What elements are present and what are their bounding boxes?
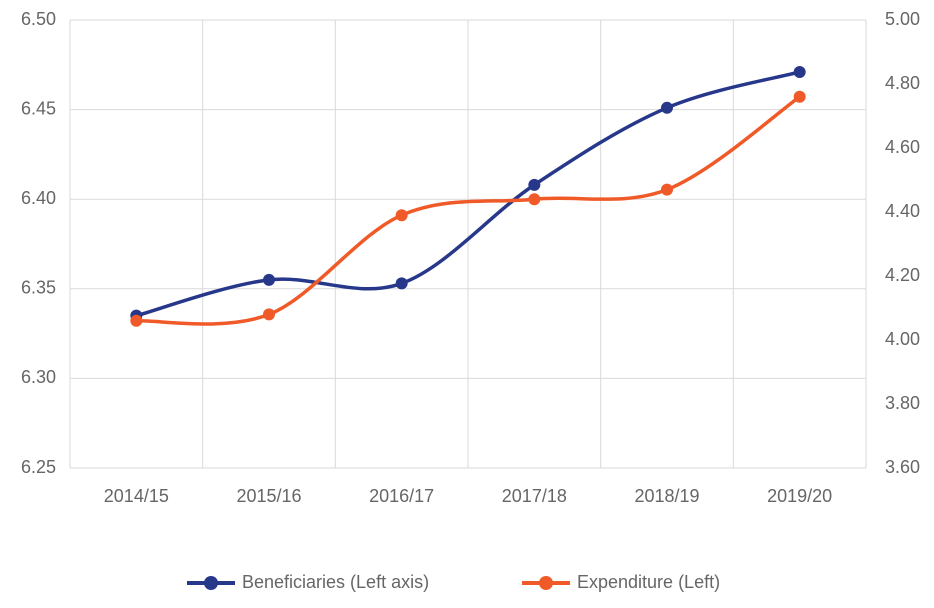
y2-tick-label: 3.60 — [885, 457, 920, 477]
x-tick-label: 2016/17 — [369, 486, 434, 506]
data-point — [395, 209, 408, 222]
y2-tick-label: 4.60 — [885, 137, 920, 157]
data-point — [793, 65, 806, 78]
x-tick-label: 2014/15 — [104, 486, 169, 506]
y-tick-label: 6.45 — [21, 98, 56, 118]
x-tick-label: 2017/18 — [502, 486, 567, 506]
data-point — [661, 101, 673, 114]
y2-tick-label: 4.80 — [885, 73, 920, 93]
data-point — [395, 277, 408, 290]
y2-tick-label: 4.40 — [885, 201, 920, 221]
series-line — [134, 70, 802, 318]
x-tick-label: 2015/16 — [236, 486, 301, 506]
legend-label: Expenditure (Left) — [577, 572, 720, 592]
x-tick-label: 2019/20 — [767, 486, 832, 506]
y-tick-label: 6.40 — [21, 188, 56, 208]
y-tick-label: 6.50 — [21, 9, 56, 29]
x-tick-label: 2018/19 — [634, 486, 699, 506]
data-point — [528, 193, 541, 206]
y-tick-label: 6.35 — [21, 278, 56, 298]
data-point — [263, 308, 275, 321]
legend-label: Beneficiaries (Left axis) — [242, 572, 429, 592]
data-point — [661, 183, 673, 196]
y-tick-label: 6.25 — [21, 457, 56, 477]
y2-tick-label: 4.00 — [885, 329, 920, 349]
data-point — [793, 90, 806, 103]
data-point — [263, 273, 275, 286]
series-line — [134, 95, 802, 326]
y-tick-label: 6.30 — [21, 367, 56, 387]
y2-tick-label: 5.00 — [885, 9, 920, 29]
y2-tick-label: 3.80 — [885, 393, 920, 413]
data-point — [130, 314, 143, 327]
legend-marker — [539, 576, 553, 590]
y2-tick-label: 4.20 — [885, 265, 920, 285]
legend-marker — [204, 576, 218, 590]
data-point — [528, 178, 541, 191]
